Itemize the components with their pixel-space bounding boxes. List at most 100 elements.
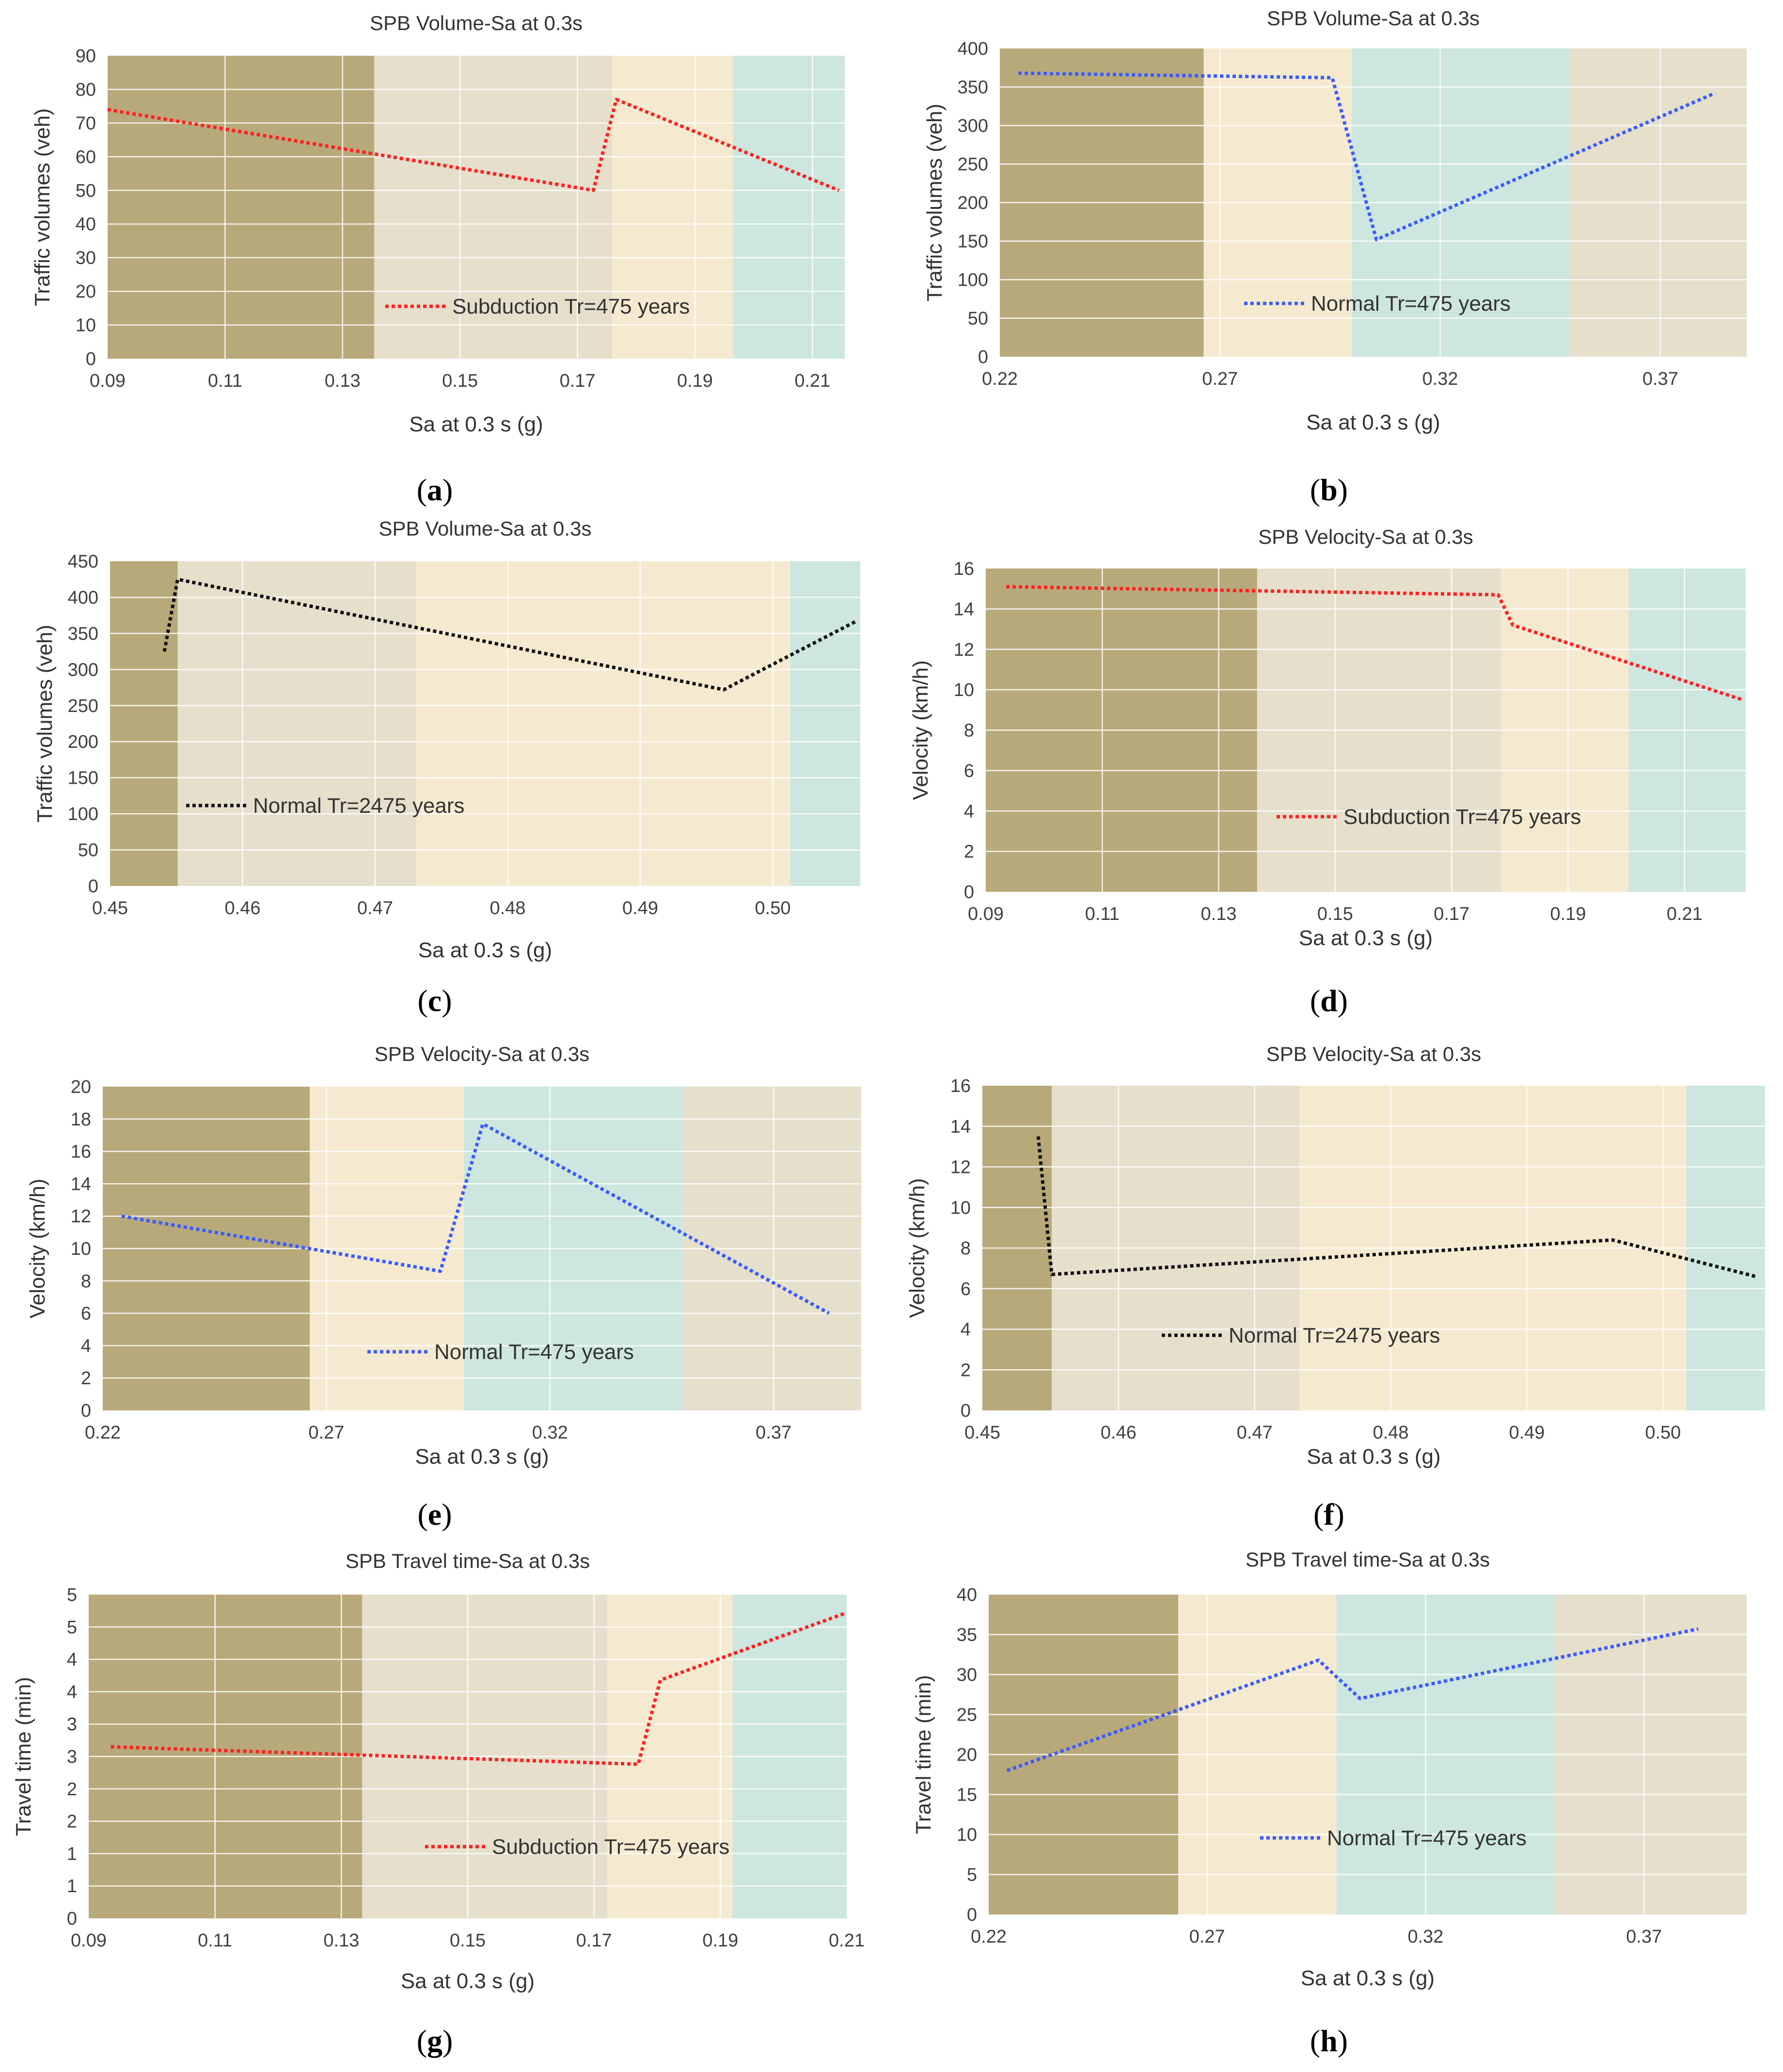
x-tick-label: 0.22 bbox=[971, 1927, 1007, 1947]
x-tick-label: 0.37 bbox=[1642, 369, 1678, 389]
x-axis-label: Sa at 0.3 s (g) bbox=[418, 938, 552, 962]
y-tick-label: 10 bbox=[950, 1198, 971, 1218]
x-tick-label: 0.32 bbox=[1407, 1927, 1443, 1947]
y-tick-label: 100 bbox=[68, 804, 98, 824]
y-tick-label: 300 bbox=[958, 116, 988, 136]
y-axis-label: Travel time (min) bbox=[12, 1677, 35, 1836]
y-tick-label: 12 bbox=[950, 1157, 971, 1178]
y-tick-label: 14 bbox=[950, 1117, 971, 1137]
y-tick-label: 70 bbox=[76, 113, 96, 134]
y-tick-label: 1 bbox=[67, 1876, 77, 1897]
band-c-2 bbox=[416, 561, 790, 886]
y-tick-label: 0 bbox=[961, 1401, 971, 1421]
x-axis-label: Sa at 0.3 s (g) bbox=[401, 1969, 535, 1993]
x-tick-label: 0.17 bbox=[576, 1930, 612, 1951]
panel-caption: (g) bbox=[417, 2024, 453, 2058]
y-tick-label: 450 bbox=[68, 552, 98, 572]
y-tick-label: 16 bbox=[954, 559, 974, 579]
x-axis-label: Sa at 0.3 s (g) bbox=[415, 1445, 549, 1469]
y-axis-label: Velocity (km/h) bbox=[909, 660, 932, 800]
y-tick-label: 25 bbox=[957, 1705, 977, 1725]
panel-caption: (c) bbox=[417, 983, 452, 1018]
x-tick-label: 0.19 bbox=[677, 371, 713, 391]
series-line-b bbox=[1018, 71, 1716, 241]
y-tick-label: 0 bbox=[67, 1909, 77, 1929]
x-tick-label: 0.11 bbox=[1085, 904, 1120, 924]
x-tick-label: 0.19 bbox=[1550, 904, 1586, 924]
chart-panel-d: 0 2 4 6 8 10 12 14 16 0.09 0.11 0.13 0.15 0.17 0.19 0.2… bbox=[909, 525, 1746, 1018]
panel-caption: (h) bbox=[1310, 2024, 1348, 2058]
x-tick-label: 0.15 bbox=[450, 1930, 486, 1951]
band-a-2 bbox=[612, 56, 733, 359]
y-tick-label: 20 bbox=[71, 1077, 91, 1097]
x-tick-label: 0.48 bbox=[490, 898, 526, 918]
y-tick-label: 10 bbox=[957, 1825, 977, 1845]
x-tick-label: 0.11 bbox=[208, 371, 242, 391]
x-tick-label: 0.47 bbox=[357, 898, 393, 918]
y-tick-label: 50 bbox=[76, 181, 96, 201]
series-line-h bbox=[1006, 1627, 1699, 1772]
x-tick-label: 0.09 bbox=[968, 904, 1004, 924]
x-tick-label: 0.27 bbox=[1202, 369, 1238, 389]
y-tick-label: 14 bbox=[71, 1174, 91, 1194]
y-axis-label: Traffic volumes (veh) bbox=[33, 625, 57, 822]
y-tick-label: 40 bbox=[957, 1585, 977, 1605]
y-tick-label: 16 bbox=[950, 1076, 971, 1096]
y-tick-label: 4 bbox=[67, 1650, 77, 1670]
y-axis-label: Velocity (km/h) bbox=[905, 1178, 929, 1318]
y-tick-label: 300 bbox=[68, 660, 98, 680]
y-axis-label: Traffic volumes (veh) bbox=[923, 104, 947, 301]
x-tick-label: 0.46 bbox=[225, 898, 261, 918]
x-tick-label: 0.37 bbox=[1626, 1927, 1662, 1947]
x-tick-label: 0.37 bbox=[756, 1423, 791, 1443]
chart-panel-b: 0 50 100 150 200 250 300 350 400 0.22 0.27 0.32 0.37… bbox=[923, 7, 1747, 507]
x-axis-label: Sa at 0.3 s (g) bbox=[1301, 1966, 1435, 1990]
chart-panel-c: 0 50 100 150 200 250 300 350 400 450 0.45 0.46 0.47 0… bbox=[33, 517, 860, 1018]
series-line-g bbox=[110, 1611, 848, 1766]
y-axis-label: Velocity (km/h) bbox=[26, 1179, 49, 1319]
y-axis-label: Travel time (min) bbox=[912, 1675, 935, 1834]
x-tick-label: 0.46 bbox=[1101, 1423, 1136, 1443]
x-tick-label: 0.21 bbox=[794, 371, 830, 391]
y-tick-label: 5 bbox=[967, 1865, 977, 1885]
band-a-3 bbox=[733, 56, 845, 359]
y-tick-label: 200 bbox=[68, 732, 98, 752]
x-tick-label: 0.19 bbox=[702, 1930, 738, 1951]
x-tick-label: 0.27 bbox=[1189, 1927, 1225, 1947]
y-tick-label: 200 bbox=[958, 193, 988, 213]
y-tick-label: 350 bbox=[68, 624, 98, 644]
y-tick-label: 250 bbox=[68, 696, 98, 716]
panel-caption: (d) bbox=[1310, 983, 1348, 1018]
y-tick-label: 6 bbox=[81, 1304, 91, 1324]
band-c-1 bbox=[177, 561, 416, 886]
band-c-3 bbox=[790, 561, 860, 886]
x-tick-label: 0.45 bbox=[964, 1423, 1000, 1443]
y-tick-label: 15 bbox=[957, 1785, 977, 1805]
y-tick-label: 0 bbox=[81, 1401, 91, 1421]
y-tick-label: 0 bbox=[978, 347, 988, 367]
x-axis-label: Sa at 0.3 s (g) bbox=[1306, 411, 1440, 434]
y-tick-label: 40 bbox=[76, 214, 96, 235]
x-tick-label: 0.32 bbox=[532, 1423, 568, 1443]
y-axis-label: Traffic volumes (veh) bbox=[31, 108, 54, 306]
y-tick-label: 12 bbox=[954, 640, 974, 660]
x-tick-label: 0.32 bbox=[1422, 369, 1458, 389]
y-tick-label: 4 bbox=[81, 1336, 91, 1356]
y-tick-label: 0 bbox=[964, 882, 974, 902]
y-tick-label: 150 bbox=[68, 768, 98, 789]
band-a-0 bbox=[108, 56, 375, 359]
series-line-a bbox=[107, 97, 840, 192]
x-axis-label: Sa at 0.3 s (g) bbox=[1299, 926, 1433, 950]
chart-title: SPB Travel time-Sa at 0.3s bbox=[346, 1550, 590, 1572]
x-tick-label: 0.27 bbox=[308, 1423, 344, 1443]
band-c-0 bbox=[110, 561, 178, 886]
x-tick-label: 0.22 bbox=[85, 1423, 121, 1443]
y-tick-label: 16 bbox=[71, 1142, 91, 1162]
y-tick-label: 1 bbox=[67, 1844, 77, 1864]
y-tick-label: 6 bbox=[961, 1279, 971, 1299]
x-tick-label: 0.49 bbox=[622, 898, 658, 918]
y-tick-label: 5 bbox=[67, 1617, 77, 1638]
panel-caption: (b) bbox=[1310, 473, 1348, 507]
x-tick-label: 0.17 bbox=[1434, 904, 1469, 924]
